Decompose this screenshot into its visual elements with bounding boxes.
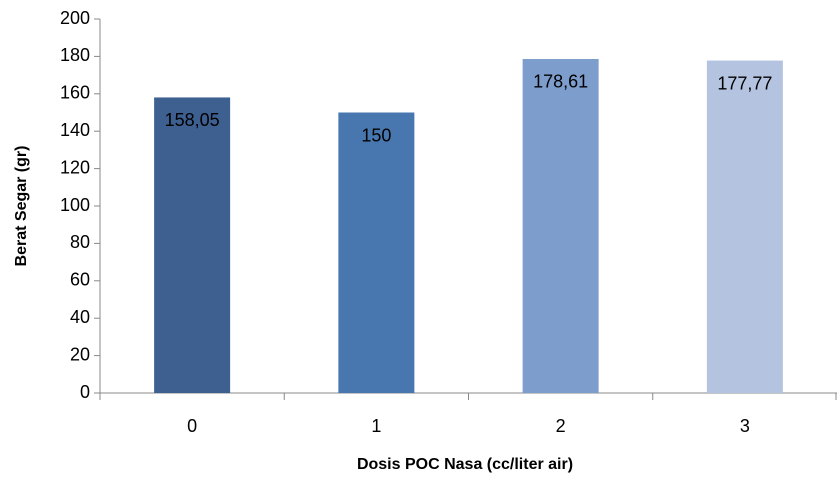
y-tick-label: 160 <box>60 83 90 103</box>
y-tick-label: 120 <box>60 157 90 177</box>
bar <box>154 97 231 393</box>
bar <box>338 112 415 393</box>
y-tick-label: 100 <box>60 195 90 215</box>
bar <box>706 60 783 393</box>
y-tick-label: 60 <box>70 270 90 290</box>
y-tick-label: 200 <box>60 8 90 28</box>
data-label: 178,61 <box>533 72 588 92</box>
y-tick-label: 140 <box>60 120 90 140</box>
x-tick-label: 3 <box>740 416 750 436</box>
y-axis-title: Berat Segar (gr) <box>13 146 30 267</box>
x-axis-title: Dosis POC Nasa (cc/liter air) <box>357 456 573 473</box>
x-tick-label: 0 <box>187 416 197 436</box>
data-label: 177,77 <box>717 73 772 93</box>
x-tick-label: 2 <box>556 416 566 436</box>
y-tick-label: 180 <box>60 45 90 65</box>
y-tick-label: 80 <box>70 232 90 252</box>
x-tick-label: 1 <box>371 416 381 436</box>
y-tick-label: 0 <box>80 382 90 402</box>
data-label: 150 <box>361 125 391 145</box>
data-label: 158,05 <box>165 110 220 130</box>
y-tick-label: 40 <box>70 307 90 327</box>
bar <box>522 58 599 393</box>
y-tick-label: 20 <box>70 344 90 364</box>
